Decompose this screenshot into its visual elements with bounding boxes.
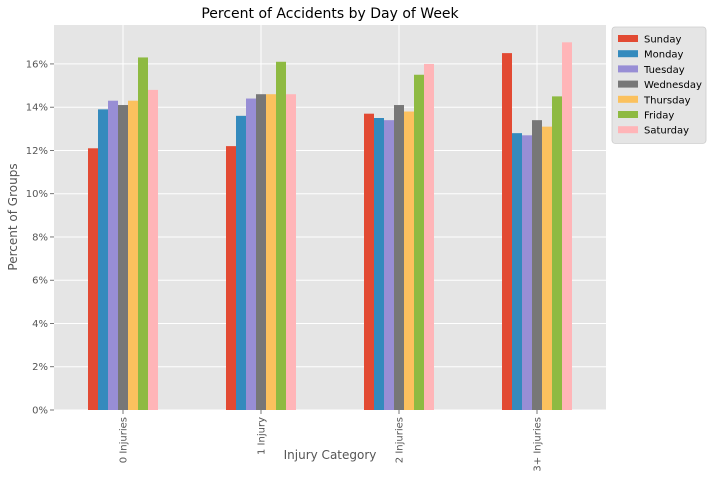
x-tick-label: 0 Injuries bbox=[119, 417, 130, 463]
bar-friday-4 bbox=[552, 96, 562, 410]
bar-monday-1 bbox=[98, 109, 108, 410]
bar-sunday-4 bbox=[502, 53, 512, 410]
bar-friday-3 bbox=[414, 74, 424, 410]
y-tick-label: 12% bbox=[26, 146, 48, 157]
y-tick-label: 16% bbox=[26, 59, 48, 70]
legend: Sunday Monday Tuesday Wednesday Thursday Frid… bbox=[611, 26, 707, 144]
bar-tuesday-2 bbox=[246, 98, 256, 410]
bar-sunday-3 bbox=[364, 113, 374, 410]
bar-thursday-3 bbox=[404, 111, 414, 411]
y-axis-title: Percent of Groups bbox=[6, 163, 20, 270]
bar-saturday-4 bbox=[562, 42, 572, 410]
bar-monday-3 bbox=[374, 118, 384, 410]
chart-title: Percent of Accidents by Day of Week bbox=[201, 6, 459, 22]
bar-thursday-1 bbox=[128, 100, 138, 411]
x-axis: 0 Injuries 1 Injury 2 Injuries 3+ Injuries bbox=[119, 410, 544, 472]
y-tick-label: 8% bbox=[32, 232, 48, 243]
bar-saturday-1 bbox=[148, 89, 158, 411]
y-tick-label: 0% bbox=[32, 406, 48, 417]
bar-tuesday-3 bbox=[384, 120, 394, 410]
bar-sunday-2 bbox=[226, 146, 236, 410]
bar-saturday-3 bbox=[424, 63, 434, 410]
bar-saturday-2 bbox=[286, 94, 296, 410]
legend-label-sunday: Sunday bbox=[644, 35, 681, 46]
x-tick-label: 1 Injury bbox=[257, 417, 268, 455]
bar-tuesday-4 bbox=[522, 135, 532, 410]
y-tick-label: 10% bbox=[26, 189, 48, 200]
legend-label-friday: Friday bbox=[644, 111, 674, 122]
legend-swatch-tuesday bbox=[618, 65, 638, 73]
bar-wednesday-4 bbox=[532, 120, 542, 410]
x-tick-label: 2 Injuries bbox=[395, 417, 406, 463]
bar-thursday-2 bbox=[266, 94, 276, 410]
bar-friday-1 bbox=[138, 57, 148, 411]
legend-swatch-friday bbox=[618, 111, 638, 118]
bar-monday-2 bbox=[236, 115, 246, 410]
legend-label-wednesday: Wednesday bbox=[644, 80, 702, 91]
y-tick-label: 2% bbox=[32, 362, 48, 373]
legend-label-tuesday: Tuesday bbox=[643, 65, 685, 76]
legend-swatch-sunday bbox=[618, 35, 638, 42]
bar-monday-4 bbox=[512, 133, 522, 411]
legend-swatch-saturday bbox=[618, 126, 638, 134]
legend-label-monday: Monday bbox=[644, 50, 684, 61]
y-tick-label: 14% bbox=[26, 103, 48, 114]
legend-swatch-monday bbox=[618, 50, 638, 58]
bar-wednesday-2 bbox=[256, 94, 266, 410]
legend-swatch-wednesday bbox=[618, 80, 638, 88]
bars bbox=[88, 42, 572, 411]
legend-label-thursday: Thursday bbox=[643, 95, 691, 106]
x-tick-label: 3+ Injuries bbox=[533, 417, 544, 472]
legend-swatch-thursday bbox=[618, 95, 638, 103]
x-axis-title: Injury Category bbox=[284, 448, 377, 462]
bar-wednesday-1 bbox=[118, 105, 128, 411]
legend-label-saturday: Saturday bbox=[644, 126, 689, 137]
y-axis: 0% 2% 4% 6% 8% 10% 12% 14% 16% bbox=[26, 59, 54, 417]
bar-friday-2 bbox=[276, 61, 286, 411]
bar-tuesday-1 bbox=[108, 100, 118, 411]
bar-sunday-1 bbox=[88, 148, 98, 411]
y-tick-label: 6% bbox=[32, 276, 48, 287]
y-tick-label: 4% bbox=[32, 319, 48, 330]
bar-wednesday-3 bbox=[394, 105, 404, 411]
bar-thursday-4 bbox=[542, 126, 552, 411]
